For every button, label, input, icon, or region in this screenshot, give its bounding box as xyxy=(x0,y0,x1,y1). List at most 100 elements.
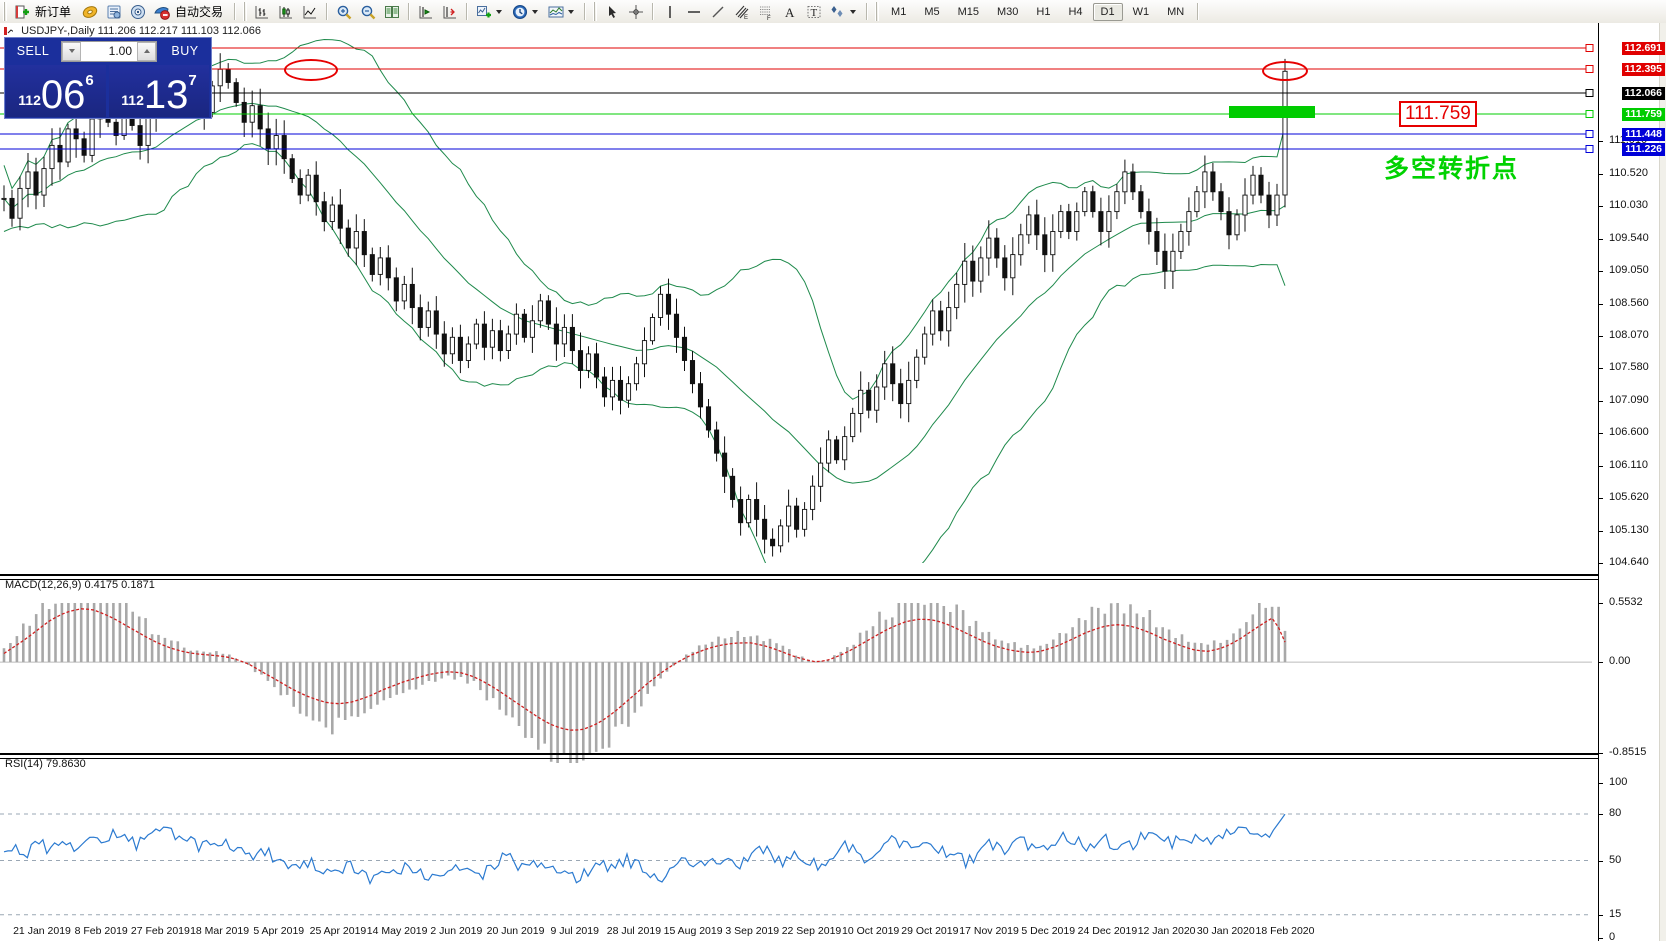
text-label-icon: T xyxy=(805,3,823,21)
timeframe-m15-button[interactable]: M15 xyxy=(957,5,979,18)
svg-text:T: T xyxy=(811,7,818,19)
buy-price-display[interactable]: 112 13 7 xyxy=(109,65,209,117)
date-axis-label: 8 Feb 2019 xyxy=(74,925,128,937)
text-button[interactable]: A xyxy=(778,1,802,22)
new-order-button[interactable]: 新订单 xyxy=(10,1,78,22)
buy-button[interactable]: BUY xyxy=(171,44,199,58)
svg-text:F: F xyxy=(767,16,771,21)
price-axis-tick xyxy=(1599,303,1603,305)
chart-shift-button[interactable] xyxy=(414,1,438,22)
text-icon: A xyxy=(781,3,799,21)
vertical-line-button[interactable] xyxy=(658,1,682,22)
trendline-button[interactable] xyxy=(706,1,730,22)
chart-header-text: USDJPY-,Daily 111.206 112.217 111.103 11… xyxy=(21,25,261,37)
fibonacci-button[interactable]: F xyxy=(754,1,778,22)
bar-chart-button[interactable] xyxy=(250,1,274,22)
rsi-axis-tick xyxy=(1599,914,1603,916)
expert-advisors-icon xyxy=(81,3,99,21)
timeframe-h4-button[interactable]: H4 xyxy=(1068,5,1083,18)
equidistant-channel-button[interactable]: E xyxy=(730,1,754,22)
timeframe-m1-button[interactable]: M1 xyxy=(891,5,907,18)
volume-decrement-button[interactable] xyxy=(62,41,81,61)
timeframe-m5-button[interactable]: M5 xyxy=(924,5,940,18)
price-axis-label: 104.640 xyxy=(1609,556,1649,568)
line-chart-button[interactable] xyxy=(298,1,322,22)
price-axis-label: 107.580 xyxy=(1609,361,1649,374)
date-axis-label: 29 Oct 2019 xyxy=(901,925,959,937)
toolbar-grip-3[interactable] xyxy=(593,2,598,21)
price-axis-tick xyxy=(1599,563,1603,564)
autotrading-button[interactable]: 自动交易 xyxy=(150,1,230,22)
date-axis-label: 10 Oct 2019 xyxy=(842,925,900,937)
vertical-scrollbar[interactable] xyxy=(1659,23,1666,941)
autotrading-icon xyxy=(153,3,171,21)
toolbar-separator-6 xyxy=(652,3,655,20)
text-label-button[interactable]: T xyxy=(802,1,826,22)
sell-button[interactable]: SELL xyxy=(16,44,50,58)
price-axis-tick xyxy=(1599,530,1603,532)
timeframe-d1-button[interactable]: D1 xyxy=(1092,2,1123,21)
macd-series xyxy=(0,603,1592,763)
auto-scroll-button[interactable] xyxy=(438,1,462,22)
horizontal-line-button[interactable] xyxy=(682,1,706,22)
rsi-axis-tick xyxy=(1599,938,1603,939)
timeframe-h1-button[interactable]: H1 xyxy=(1036,5,1051,18)
buy-price-main: 13 xyxy=(143,73,189,117)
toolbar-separator-3 xyxy=(408,3,411,20)
toolbar-grip[interactable] xyxy=(3,2,7,21)
period-dropdown-arrow[interactable] xyxy=(532,9,539,14)
price-tag-support: 111.448 xyxy=(1622,128,1665,141)
period-button[interactable] xyxy=(508,1,544,22)
rsi-axis-label: 50 xyxy=(1609,853,1622,866)
data-window-button[interactable] xyxy=(102,1,126,22)
price-plot[interactable]: USDJPY-,Daily 111.206 112.217 111.103 11… xyxy=(0,23,1598,941)
price-axis-tick xyxy=(1599,141,1603,143)
auto-scroll-icon xyxy=(441,3,459,21)
date-axis-label: 27 Feb 2019 xyxy=(130,925,190,937)
timeframe-m30-button[interactable]: M30 xyxy=(997,5,1019,18)
horizontal-line-icon xyxy=(685,3,703,21)
tile-windows-button[interactable] xyxy=(380,1,404,22)
volume-value[interactable]: 1.00 xyxy=(108,44,132,58)
shapes-button[interactable] xyxy=(826,1,862,22)
navigator-button[interactable] xyxy=(126,1,150,22)
vertical-line-icon xyxy=(661,3,679,21)
zoom-in-button[interactable] xyxy=(332,1,356,22)
indicators-button[interactable] xyxy=(472,1,508,22)
date-axis-label: 18 Mar 2019 xyxy=(190,925,250,937)
candlestick-chart-button[interactable] xyxy=(274,1,298,22)
zoom-out-button[interactable] xyxy=(356,1,380,22)
candlestick-chart-icon xyxy=(277,3,295,21)
templates-dropdown-arrow[interactable] xyxy=(568,9,575,14)
tile-windows-icon xyxy=(383,3,401,21)
timeframe-w1-button[interactable]: W1 xyxy=(1132,5,1150,18)
timeframe-group: M1 M5 M15 M30 H1 H4 D1 W1 MN xyxy=(882,2,1193,21)
chart-area[interactable]: USDJPY-,Daily 111.206 112.217 111.103 11… xyxy=(0,23,1666,943)
shapes-dropdown-arrow[interactable] xyxy=(850,9,857,14)
rsi-axis-tick xyxy=(1599,814,1603,815)
fibonacci-icon: F xyxy=(757,3,775,21)
buy-price-sup: 7 xyxy=(188,72,197,89)
date-axis-label: 17 Nov 2019 xyxy=(959,925,1019,937)
crosshair-tool-button[interactable] xyxy=(624,1,648,22)
timeframe-mn-button[interactable]: MN xyxy=(1167,5,1185,18)
sell-price-display[interactable]: 112 06 6 xyxy=(6,65,106,117)
indicators-dropdown-arrow[interactable] xyxy=(496,9,503,14)
rsi-series xyxy=(0,813,1592,916)
price-axis[interactable]: 112.691 112.395 112.066 111.759 111.448 111.2… xyxy=(1598,23,1666,943)
cursor-tool-button[interactable] xyxy=(600,1,624,22)
expert-advisors-button[interactable] xyxy=(78,1,102,22)
one-click-trading-panel[interactable]: SELL 1.00 BUY 112 06 6 112 xyxy=(4,37,212,119)
zoom-out-icon xyxy=(359,3,377,21)
templates-button[interactable] xyxy=(544,1,580,22)
price-tag-current: 112.066 xyxy=(1621,87,1665,100)
macd-axis-tick xyxy=(1599,753,1603,754)
toolbar-grip-4[interactable] xyxy=(875,2,880,21)
volume-increment-button[interactable] xyxy=(137,41,156,61)
pivot-highlight-bar xyxy=(1229,106,1315,118)
volume-field[interactable]: 1.00 xyxy=(61,40,157,62)
price-callout: 111.759 xyxy=(1399,101,1477,127)
indicator-window-icon xyxy=(475,3,493,21)
date-axis-label: 9 Jul 2019 xyxy=(550,925,599,937)
toolbar-grip-2[interactable] xyxy=(243,2,248,21)
